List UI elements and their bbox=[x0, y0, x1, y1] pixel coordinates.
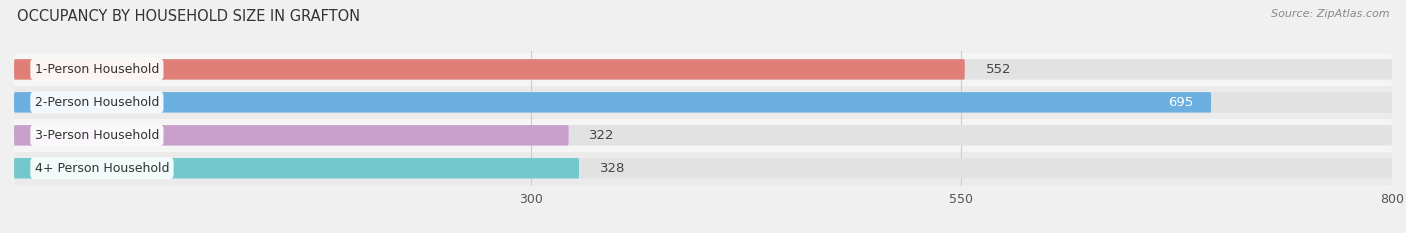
FancyBboxPatch shape bbox=[14, 59, 1392, 80]
Bar bbox=[14, 152, 1392, 185]
Bar bbox=[14, 53, 1392, 86]
FancyBboxPatch shape bbox=[14, 158, 579, 178]
Text: 4+ Person Household: 4+ Person Household bbox=[35, 162, 169, 175]
FancyBboxPatch shape bbox=[14, 59, 965, 80]
Text: 695: 695 bbox=[1168, 96, 1194, 109]
Text: OCCUPANCY BY HOUSEHOLD SIZE IN GRAFTON: OCCUPANCY BY HOUSEHOLD SIZE IN GRAFTON bbox=[17, 9, 360, 24]
Text: 3-Person Household: 3-Person Household bbox=[35, 129, 159, 142]
Text: 552: 552 bbox=[986, 63, 1011, 76]
FancyBboxPatch shape bbox=[14, 125, 1392, 146]
Text: 328: 328 bbox=[599, 162, 626, 175]
FancyBboxPatch shape bbox=[14, 92, 1392, 113]
FancyBboxPatch shape bbox=[14, 125, 568, 146]
FancyBboxPatch shape bbox=[14, 92, 1211, 113]
Bar bbox=[14, 119, 1392, 152]
Text: 1-Person Household: 1-Person Household bbox=[35, 63, 159, 76]
Text: Source: ZipAtlas.com: Source: ZipAtlas.com bbox=[1271, 9, 1389, 19]
Text: 322: 322 bbox=[589, 129, 614, 142]
FancyBboxPatch shape bbox=[14, 158, 1392, 178]
Text: 2-Person Household: 2-Person Household bbox=[35, 96, 159, 109]
Bar bbox=[14, 86, 1392, 119]
